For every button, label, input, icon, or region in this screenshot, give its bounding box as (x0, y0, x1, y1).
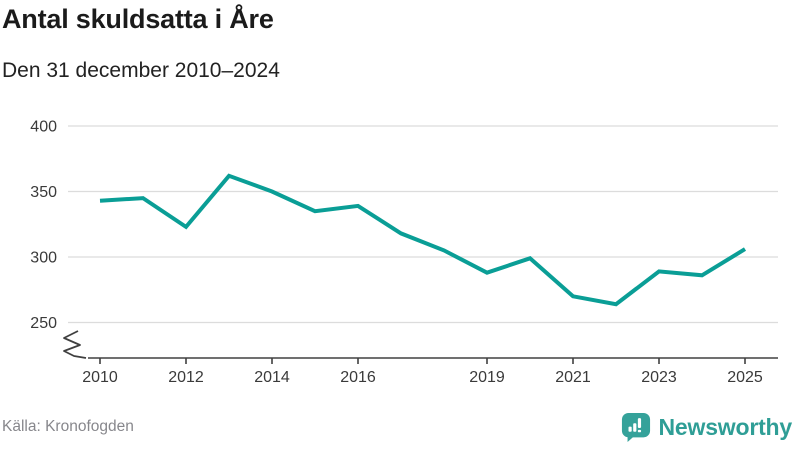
chart-subtitle: Den 31 december 2010–2024 (2, 59, 280, 82)
y-axis-tick-label: 250 (30, 315, 57, 332)
x-axis-tick-label: 2025 (727, 369, 763, 386)
chart-footer: Källa: Kronofogden Newsworthy (0, 410, 800, 444)
axis-break-icon (63, 330, 87, 359)
y-axis-tick-label: 350 (30, 184, 57, 201)
y-axis-tick-label: 400 (30, 119, 57, 136)
x-axis-tick-label: 2023 (641, 369, 677, 386)
chart-title: Antal skuldsatta i Åre (2, 4, 274, 34)
y-axis-tick-label: 300 (30, 250, 57, 267)
x-axis-tick-label: 2014 (254, 369, 290, 386)
source-label: Källa: Kronofogden (2, 418, 134, 435)
x-axis-tick-label: 2012 (168, 369, 204, 386)
newsworthy-logo: Newsworthy (621, 412, 792, 443)
x-axis-tick-label: 2016 (340, 369, 376, 386)
x-axis-tick-label: 2021 (555, 369, 591, 386)
newsworthy-logo-icon (621, 412, 650, 442)
x-axis-tick-label: 2019 (469, 369, 505, 386)
trend-line (99, 173, 747, 307)
x-axis-tick-label: 2010 (82, 369, 118, 386)
newsworthy-logo-text: Newsworthy (658, 413, 793, 440)
